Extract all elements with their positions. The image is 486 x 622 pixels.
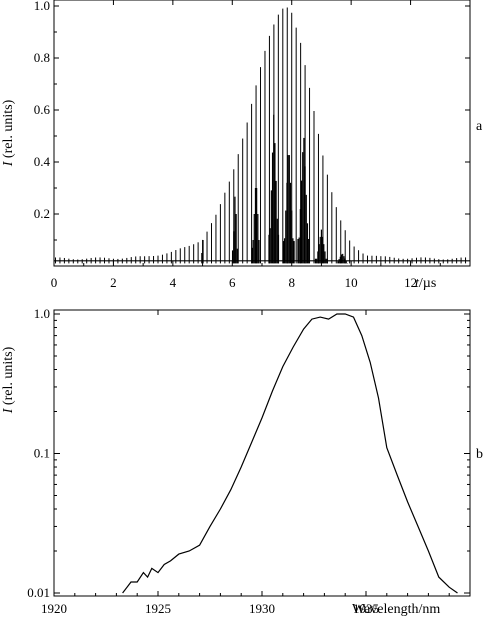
- x-tick-label-4: 4: [170, 275, 177, 290]
- panel-b-frame: [53, 309, 471, 597]
- panel-b-y-axis-label: I (rel. units): [1, 346, 16, 414]
- y-tick-label-1: 1.0: [34, 0, 50, 13]
- panel-b-label: b: [476, 447, 483, 462]
- y-tick-label-0.1: 0.1: [34, 446, 50, 461]
- y-tick-label-0.4: 0.4: [34, 154, 51, 169]
- panel-a-y-ticks: 0.2 0.4 0.6 0.8 1.0: [34, 0, 470, 241]
- panel-a: 0 2 4 6 8 10 12 0.2 0.4 0.6 0.8 1.0 t/µs I (rel. u…: [1, 0, 483, 291]
- panel-b-x-axis-label: Wavelength/nm: [352, 602, 440, 617]
- x-tick-label-1925: 1925: [145, 601, 171, 616]
- panel-b-x-ticks: 1920 1925 1930 1935: [41, 310, 450, 616]
- x-tick-label-1935: 1935: [353, 601, 379, 616]
- x-tick-label-2: 2: [110, 275, 117, 290]
- panel-b-y-ticks: 0.01 0.1 1.0: [27, 306, 470, 600]
- panel-a-pulse-train: [54, 7, 470, 264]
- x-tick-label-10: 10: [345, 275, 358, 290]
- panel-a-label: a: [476, 119, 483, 134]
- panel-a-y-axis-label: I (rel. units): [1, 99, 16, 167]
- panel-b: 1920 1925 1930 1935 0.01 0.1 1.0 Wavelength/n…: [1, 306, 483, 617]
- x-tick-label-8: 8: [288, 275, 295, 290]
- x-tick-label-0: 0: [51, 275, 58, 290]
- panel-a-x-axis-label: t/µs: [415, 276, 436, 291]
- y-tick-label-0.6: 0.6: [34, 102, 51, 117]
- panel-a-frame: [53, 0, 471, 267]
- y-tick-label-0.8: 0.8: [34, 50, 50, 65]
- panel-a-x-ticks: 0 2 4 6 8 10 12: [51, 0, 441, 290]
- y-tick-label-0.2: 0.2: [34, 206, 50, 221]
- y-tick-label-1: 1.0: [34, 306, 50, 321]
- y-tick-label-0.01: 0.01: [27, 585, 50, 600]
- x-tick-label-12: 12: [404, 275, 417, 290]
- x-tick-label-1930: 1930: [249, 601, 275, 616]
- x-tick-label-6: 6: [229, 275, 236, 290]
- panel-b-spectrum-line: [122, 313, 458, 594]
- x-tick-label-1920: 1920: [41, 601, 67, 616]
